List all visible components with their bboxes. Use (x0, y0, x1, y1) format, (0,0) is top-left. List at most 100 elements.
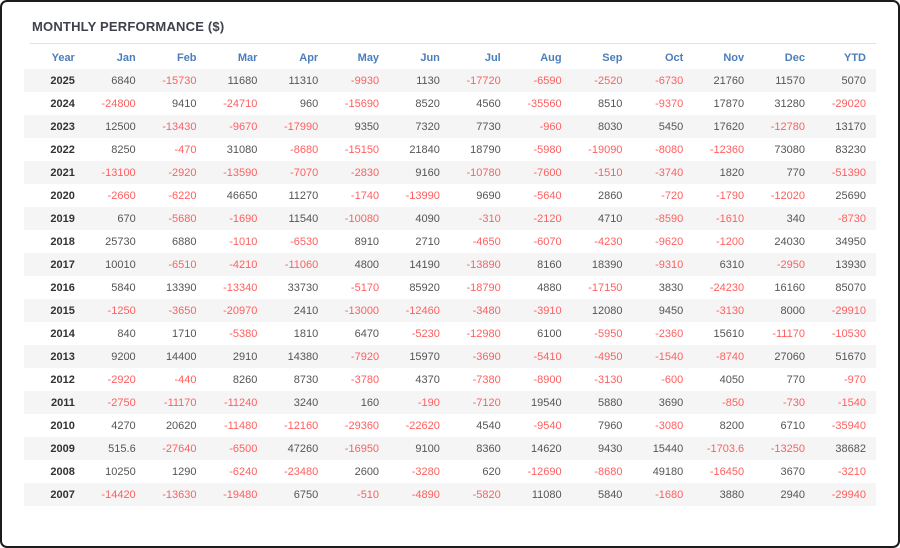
value-cell: -12160 (283, 420, 319, 432)
value-cell: -2360 (655, 328, 684, 340)
value-cell: -190 (417, 397, 440, 409)
value-cell: 3880 (719, 489, 745, 501)
value-cell: -13890 (466, 259, 501, 271)
value-cell: -4230 (594, 236, 623, 248)
value-cell: -2660 (107, 190, 136, 202)
value-cell: -27640 (162, 443, 197, 455)
value-cell: 4880 (537, 282, 562, 294)
value-cell: -850 (722, 397, 745, 409)
value-cell: 16160 (774, 282, 805, 294)
value-cell: 18390 (591, 259, 623, 271)
value-cell: -9620 (655, 236, 684, 248)
value-cell: 17870 (713, 98, 745, 110)
value-cell: -5680 (168, 213, 197, 225)
page-title: MONTHLY PERFORMANCE ($) (32, 19, 225, 34)
value-cell: 7730 (476, 121, 501, 133)
value-cell: -8740 (715, 351, 745, 363)
year-cell: 2015 (50, 305, 75, 317)
value-cell: 1820 (719, 167, 745, 179)
value-cell: -9310 (655, 259, 684, 271)
value-cell: 5450 (658, 121, 684, 133)
year-cell: 2019 (50, 213, 75, 225)
value-cell: 8730 (293, 374, 319, 386)
year-cell: 2009 (50, 443, 75, 455)
value-cell: -9930 (350, 75, 380, 87)
value-cell: -4890 (411, 489, 440, 501)
value-cell: 11540 (288, 213, 319, 225)
value-cell: 8200 (719, 420, 745, 432)
value-cell: -4210 (229, 259, 258, 271)
value-cell: 9350 (354, 121, 380, 133)
value-cell: -17720 (466, 75, 501, 87)
value-cell: 9450 (658, 305, 684, 317)
value-cell: -6510 (168, 259, 197, 271)
value-cell: -3130 (715, 305, 745, 317)
value-cell: -3280 (411, 466, 440, 478)
value-cell: -3210 (837, 466, 866, 478)
value-cell: 2940 (780, 489, 805, 501)
value-cell: 38682 (835, 443, 866, 455)
table-row: 2025 6840 -15730 11680 11310 -9930 1130 -17720 -… (24, 69, 876, 92)
value-cell: 10250 (105, 466, 136, 478)
value-cell: -22620 (405, 420, 440, 432)
value-cell: -35940 (831, 420, 866, 432)
value-cell: -3910 (533, 305, 562, 317)
value-cell: -7920 (350, 351, 380, 363)
value-cell: -5410 (533, 351, 562, 363)
value-cell: -5380 (229, 328, 258, 340)
value-cell: -8900 (533, 374, 562, 386)
value-cell: -12690 (527, 466, 562, 478)
value-cell: -5170 (350, 282, 380, 294)
value-cell: -3780 (350, 374, 380, 386)
value-cell: 8000 (780, 305, 805, 317)
value-cell: 5070 (841, 75, 866, 87)
value-cell: -1010 (229, 236, 258, 248)
value-cell: -1790 (715, 190, 745, 202)
value-cell: -1703.6 (706, 443, 745, 455)
value-cell: 5840 (597, 489, 623, 501)
value-cell: 4800 (354, 259, 380, 271)
value-cell: -2120 (533, 213, 562, 225)
table-row: 2017 10010 -6510 -4210 -11060 4800 14190 -13890… (24, 253, 876, 276)
column-header-may: May (357, 52, 380, 64)
table-row: 2008 10250 1290 -6240 -23480 2600 -3280 620 -126… (24, 460, 876, 483)
value-cell: -2520 (594, 75, 623, 87)
year-cell: 2008 (50, 466, 75, 478)
value-cell: 1710 (172, 328, 197, 340)
year-cell: 2024 (50, 98, 75, 110)
value-cell: 4540 (476, 420, 501, 432)
value-cell: -23480 (283, 466, 319, 478)
value-cell: 6310 (719, 259, 745, 271)
table-row: 2019 670 -5680 -1690 11540 -10080 4090 -310 -212… (24, 207, 876, 230)
value-cell: 3240 (293, 397, 319, 409)
value-cell: 20620 (165, 420, 197, 432)
value-cell: 6840 (111, 75, 136, 87)
value-cell: 1130 (416, 75, 440, 87)
column-header-jun: Jun (420, 52, 440, 64)
value-cell: -9370 (655, 98, 684, 110)
value-cell: 27060 (774, 351, 805, 363)
value-cell: 10010 (105, 259, 136, 271)
value-cell: 8160 (537, 259, 562, 271)
value-cell: -15690 (344, 98, 380, 110)
value-cell: -10530 (831, 328, 866, 340)
value-cell: -24800 (101, 98, 136, 110)
value-cell: -960 (539, 121, 562, 133)
year-cell: 2017 (50, 259, 75, 271)
value-cell: -16450 (709, 466, 745, 478)
value-cell: -5230 (411, 328, 440, 340)
value-cell: -12360 (709, 144, 745, 156)
value-cell: 14400 (165, 351, 197, 363)
value-cell: -3740 (655, 167, 684, 179)
value-cell: -7380 (472, 374, 501, 386)
value-cell: 8510 (597, 98, 623, 110)
value-cell: -5980 (533, 144, 562, 156)
value-cell: -6220 (168, 190, 197, 202)
value-cell: 8910 (354, 236, 380, 248)
value-cell: -730 (782, 397, 805, 409)
value-cell: -7070 (290, 167, 319, 179)
value-cell: -2920 (168, 167, 197, 179)
value-cell: -1200 (715, 236, 745, 248)
value-cell: -7600 (533, 167, 562, 179)
value-cell: 515.6 (108, 443, 136, 455)
